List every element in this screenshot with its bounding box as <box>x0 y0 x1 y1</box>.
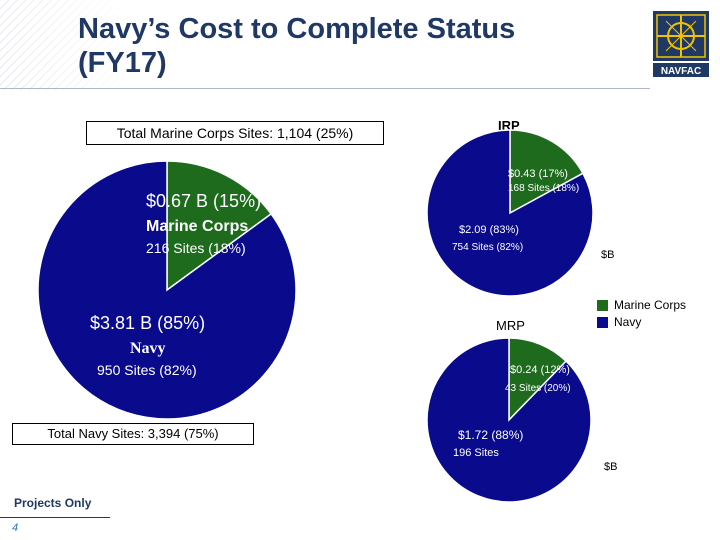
main-navy-value-rest: B (85%) <box>140 313 206 333</box>
logo-text: NAVFAC <box>661 66 701 77</box>
mrp-slice-marine-corps <box>508 337 568 422</box>
mrp-navy-sites-label: 196 Sites <box>453 447 499 459</box>
main-marine-sites-label: 216 Sites (18%) <box>146 240 246 256</box>
mrp-marine-sites-label: 43 Sites (20%) <box>505 383 571 394</box>
legend-marine-label: Marine Corps <box>614 298 687 312</box>
marine-total-box: Total Marine Corps Sites: 1,104 (25%) <box>86 121 384 145</box>
marine-total-text: Total Marine Corps Sites: 1,104 (25%) <box>116 125 354 141</box>
mrp-slice-navy <box>426 337 592 503</box>
main-marine-name-label: Marine Corps <box>146 218 249 235</box>
irp-unit-label: $B <box>601 249 615 261</box>
footer-divider <box>0 517 110 518</box>
navfac-logo: NAVFAC <box>653 11 709 77</box>
main-navy-value-label: $3.81 B (85%) <box>90 313 205 334</box>
main-slice-navy <box>37 160 297 420</box>
mrp-title: MRP <box>496 318 525 333</box>
main-marine-value-label: $0.67 B (15%) <box>146 191 262 211</box>
mrp-marine-value-label: $0.24 (12%) <box>510 364 570 376</box>
mrp-navy-value-label: $1.72 (88%) <box>458 428 524 442</box>
irp-navy-value-label: $2.09 (83%) <box>459 224 519 236</box>
irp-slice-navy <box>426 129 594 297</box>
navy-total-box: Total Navy Sites: 3,394 (75%) <box>12 423 254 445</box>
main-navy-name-label: Navy <box>130 340 166 357</box>
irp-navy-sites-label: 754 Sites (82%) <box>452 242 524 253</box>
irp-slice-marine-corps <box>509 129 584 215</box>
footer-note: Projects Only <box>14 496 92 510</box>
title-line-2: (FY17) <box>78 47 167 79</box>
mrp-unit-label: $B <box>604 461 618 473</box>
irp-marine-value-label: $0.43 (17%) <box>508 168 568 180</box>
irp-title: IRP <box>498 118 520 133</box>
legend-navy-swatch <box>597 317 608 328</box>
navy-total-text: Total Navy Sites: 3,394 (75%) <box>47 426 219 441</box>
header-hatch-decoration <box>0 0 130 90</box>
main-navy-sites-label: 950 Sites (82%) <box>97 362 197 378</box>
legend-navy-label: Navy <box>614 315 642 329</box>
title-line-1: Navy’s Cost to Complete Status <box>78 13 516 45</box>
main-slice-marine-corps <box>166 160 273 292</box>
page-title: Navy’s Cost to Complete Status (FY17) <box>78 12 515 80</box>
title-divider <box>0 88 650 89</box>
main-navy-value-num: $3.81 <box>90 313 136 333</box>
page-number: 4 <box>12 522 19 534</box>
legend-marine-swatch <box>597 300 608 311</box>
irp-marine-sites-label: 168 Sites (18%) <box>508 183 580 194</box>
